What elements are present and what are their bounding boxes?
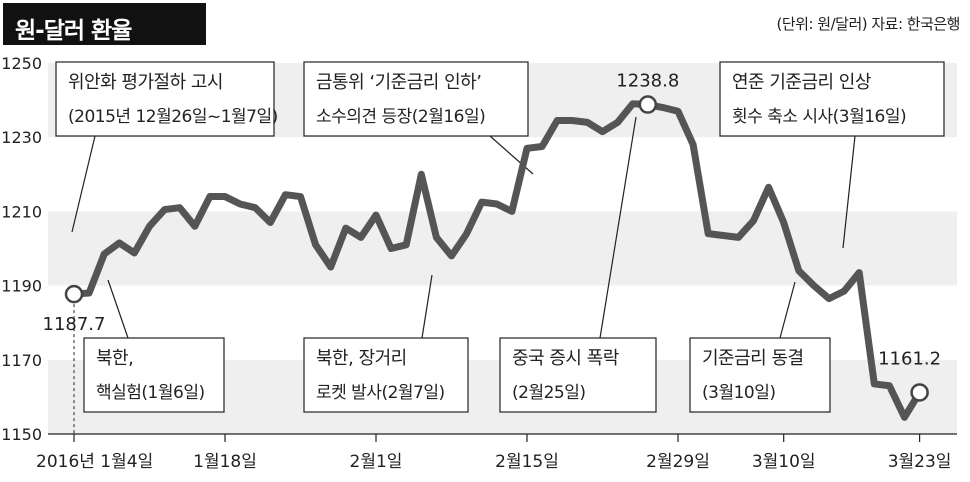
annotation-text: 횟수 축소 시사(3월16일) (732, 107, 906, 127)
annotation-box (499, 337, 657, 413)
exchange-rate-line (70, 100, 924, 421)
y-tick-label: 1230 (1, 128, 42, 147)
y-tick-label: 1170 (1, 351, 42, 370)
value-label: 1238.8 (616, 71, 679, 92)
y-tick-label: 1210 (1, 202, 42, 221)
highlight-marker (638, 95, 658, 114)
x-tick-label: 3월23일 (888, 452, 952, 472)
x-tick-label: 2월29일 (646, 452, 710, 472)
annotation-leader-line (599, 116, 637, 339)
annotation-text: (2015년 12월26일~1월7일) (68, 107, 278, 127)
y-tick-label: 1150 (1, 425, 42, 444)
annotation-text: 핵실험(1월6일) (96, 383, 205, 403)
chart-title: 원-달러 환율 (15, 18, 132, 44)
annotation-leader-line (779, 281, 796, 339)
x-tick-label: 1월18일 (193, 452, 257, 472)
annotation-text: 북한, 장거리 (316, 348, 407, 369)
annotation-box (55, 61, 275, 137)
grid-band (48, 211, 957, 286)
annotation-box (83, 337, 225, 413)
highlight-marker (910, 383, 929, 402)
annotation-text: 금통위 ‘기준금리 인하’ (316, 72, 481, 93)
annotation-text: 중국 증시 폭락 (512, 348, 619, 369)
annotation-text: 기준금리 동결 (702, 348, 804, 369)
annotation-text: 소수의견 등장(2월16일) (316, 107, 485, 127)
annotation-text: (3월10일) (702, 383, 776, 403)
y-tick-label: 1250 (1, 54, 42, 73)
title-box: 원-달러 환율 (3, 3, 206, 45)
x-tick-label: 2월1일 (350, 452, 403, 472)
annotation-leader-line (107, 279, 129, 339)
annotation-box (689, 337, 831, 413)
annotation-text: 위안화 평가절하 고시 (68, 72, 223, 93)
value-label: 1187.7 (43, 314, 106, 335)
x-tick-label: 2016년 1월4일 (36, 452, 153, 472)
annotation-leader-line (421, 274, 433, 339)
x-tick-label: 2월15일 (495, 452, 559, 472)
annotation-box (303, 61, 529, 137)
annotation-leader-line (71, 135, 96, 233)
highlight-marker (64, 284, 84, 304)
annotation-text: 연준 기준금리 인상 (732, 72, 871, 93)
annotation-leader-line (842, 135, 856, 249)
annotation-box (719, 61, 945, 137)
x-tick-label: 3월10일 (752, 452, 816, 472)
annotation-box (303, 337, 469, 413)
unit-source-label: (단위: 원/달러) 자료: 한국은행 (776, 15, 961, 33)
annotation-text: (2월25일) (512, 383, 586, 403)
value-label: 1161.2 (878, 348, 941, 369)
annotation-text: 로켓 발사(2월7일) (316, 383, 445, 403)
y-tick-label: 1190 (1, 277, 42, 296)
annotation-text: 북한, (96, 348, 133, 369)
